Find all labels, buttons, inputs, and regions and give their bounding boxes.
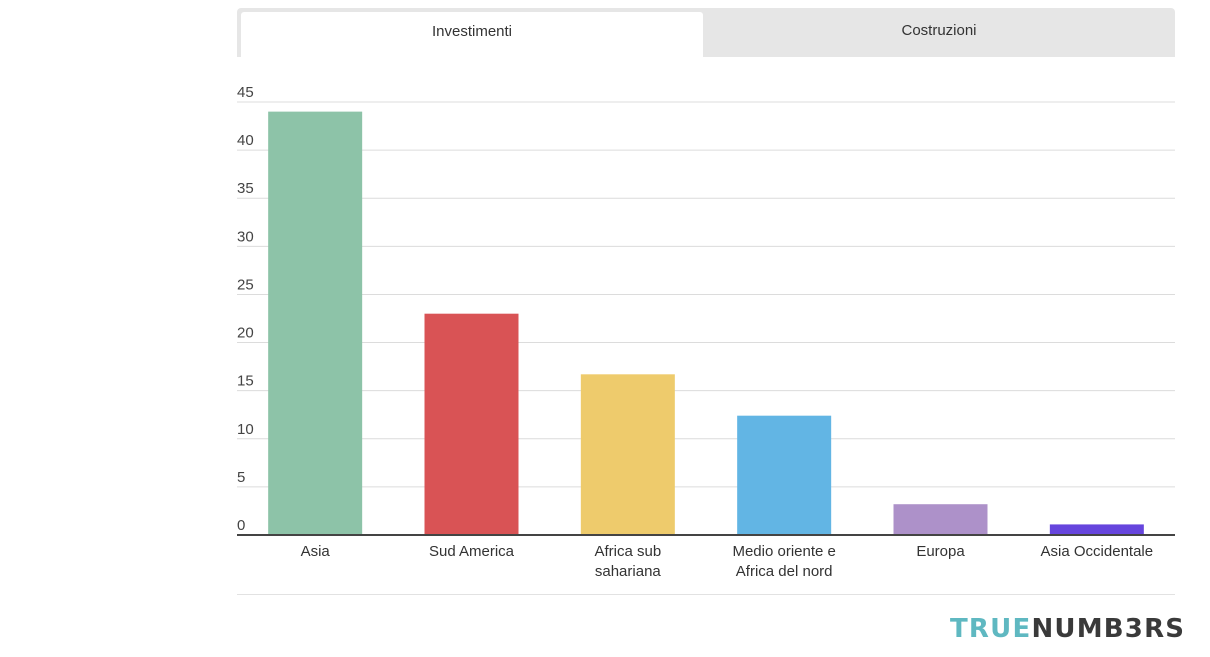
y-tick-label: 20 [237,325,254,342]
x-tick-label: Europa [916,543,965,560]
logo-part-true: TRUE [950,614,1032,644]
bar [737,415,832,535]
x-tick-label: Africa del nord [736,563,833,580]
x-tick-label: Asia Occidentale [1041,543,1154,560]
bar [580,374,675,535]
bar [424,313,519,535]
y-tick-label: 15 [237,373,254,390]
truenumbers-logo: TRUENUMB3RS [950,614,1185,644]
x-tick-label: Sud America [429,543,515,560]
tab-investimenti[interactable]: Investimenti [241,12,703,57]
y-tick-label: 0 [237,517,245,534]
logo-part-numbers: NUMB3RS [1031,614,1186,644]
y-tick-label: 30 [237,228,254,245]
x-tick-label: Medio oriente e [732,543,835,560]
y-tick-label: 35 [237,180,254,197]
divider [237,594,1175,595]
y-tick-label: 45 [237,84,254,101]
y-tick-label: 10 [237,421,254,438]
bar [893,504,988,535]
y-tick-label: 40 [237,132,254,149]
bar-chart: 0 5 10 15 20 25 30 35 40 45 Asia Sud America Africa … [237,84,1175,580]
x-tick-label: Asia [301,543,331,560]
tab-bar: Investimenti Costruzioni [237,8,1175,57]
y-tick-label: 5 [237,469,245,486]
x-tick-label: Africa sub [594,543,661,560]
bar [268,111,363,535]
y-tick-label: 25 [237,276,254,293]
tab-costruzioni[interactable]: Costruzioni [901,22,977,39]
bar [1049,524,1144,535]
x-tick-label: sahariana [595,563,662,580]
